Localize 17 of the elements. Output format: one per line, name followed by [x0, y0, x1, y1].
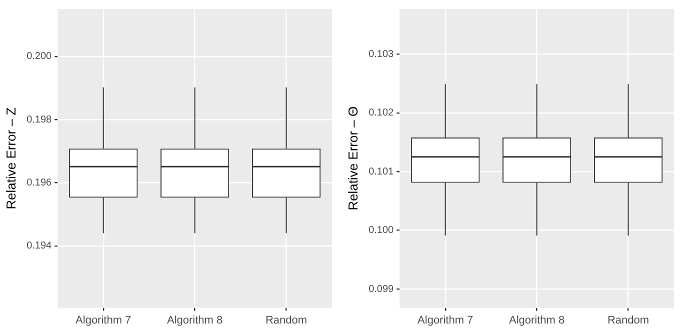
y-axis-title: Relative Error – Z: [3, 107, 18, 210]
y-tick-label: 0.198: [26, 114, 52, 126]
x-tick-label: Algorithm 8: [166, 314, 223, 326]
y-tick-label: 0.194: [26, 240, 52, 252]
y-tick-label: 0.101: [368, 166, 394, 178]
y-tick-label: 0.102: [368, 108, 394, 119]
y-axis-title: Relative Error – Θ: [345, 106, 360, 210]
y-tick-label: 0.200: [26, 51, 52, 62]
x-tick-label: Algorithm 7: [418, 314, 474, 326]
x-tick-label: Algorithm 7: [76, 314, 132, 326]
y-tick-label: 0.103: [368, 48, 394, 60]
x-tick-label: Random: [607, 314, 650, 326]
y-tick-label: 0.196: [26, 177, 52, 188]
y-tick-label: 0.100: [368, 225, 394, 236]
y-tick-label: 0.099: [368, 284, 394, 295]
x-tick-label: Algorithm 8: [508, 314, 565, 326]
x-tick-label: Random: [265, 314, 308, 326]
